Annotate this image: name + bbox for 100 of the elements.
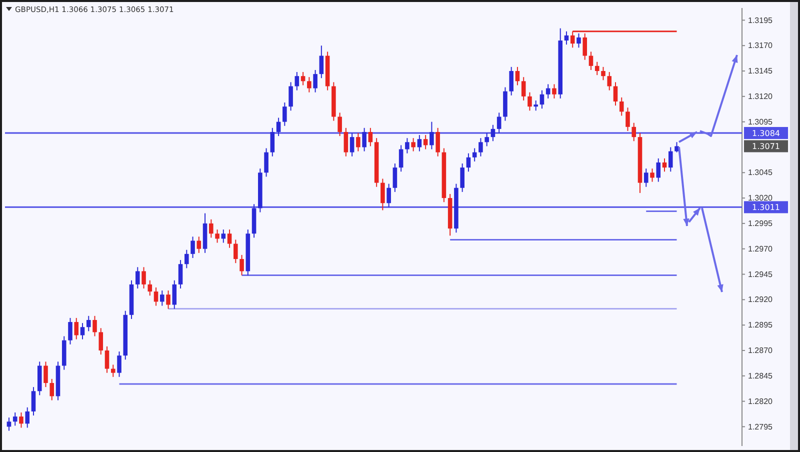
y-tick-label: 1.3170 bbox=[748, 41, 774, 50]
candlestick bbox=[478, 138, 483, 157]
candlestick bbox=[607, 72, 612, 91]
candlestick bbox=[288, 82, 293, 112]
candlestick bbox=[154, 286, 158, 306]
ref-line-label: 1.3084 bbox=[752, 128, 780, 138]
candlestick bbox=[178, 260, 183, 289]
candlestick bbox=[423, 134, 428, 150]
candlestick bbox=[86, 315, 91, 332]
candlestick bbox=[460, 162, 464, 192]
candlestick bbox=[392, 162, 398, 192]
candlestick bbox=[196, 236, 202, 254]
candlestick bbox=[656, 158, 661, 182]
candlestick bbox=[356, 132, 360, 152]
candlestick bbox=[362, 127, 366, 152]
y-tick-label: 1.2845 bbox=[748, 371, 774, 380]
candlestick bbox=[528, 92, 532, 112]
candlestick bbox=[110, 364, 116, 378]
candlestick bbox=[300, 72, 306, 86]
candlestick bbox=[221, 229, 226, 244]
candlestick bbox=[74, 317, 79, 340]
candlestick bbox=[386, 183, 391, 208]
candlestick bbox=[25, 406, 30, 428]
candlestick bbox=[276, 117, 281, 137]
candlestick bbox=[490, 124, 496, 142]
candlestick bbox=[405, 138, 410, 154]
candlestick bbox=[398, 144, 404, 172]
candlestick bbox=[166, 290, 170, 310]
candlestick bbox=[344, 127, 348, 157]
candlestick bbox=[98, 328, 104, 356]
candlestick bbox=[172, 280, 177, 310]
y-tick-label: 1.3145 bbox=[748, 66, 774, 76]
y-tick-label: 1.2820 bbox=[748, 396, 774, 406]
candlestick bbox=[588, 51, 594, 70]
candlestick bbox=[368, 127, 373, 147]
candlestick bbox=[546, 84, 550, 99]
candlestick bbox=[350, 132, 354, 157]
y-tick-label: 1.2870 bbox=[748, 346, 774, 356]
candlestick bbox=[31, 386, 36, 416]
candlestick bbox=[411, 138, 416, 152]
candlestick bbox=[515, 66, 520, 86]
candlestick bbox=[19, 412, 24, 428]
candlestick bbox=[484, 132, 489, 147]
y-tick-label: 1.2970 bbox=[748, 244, 774, 254]
candlestick bbox=[338, 112, 342, 137]
candlestick bbox=[184, 249, 189, 269]
candlestick bbox=[619, 96, 624, 116]
candlestick bbox=[613, 82, 618, 106]
candlestick bbox=[594, 61, 600, 76]
candlestick bbox=[160, 290, 164, 306]
candlestick bbox=[674, 142, 679, 153]
candlestick bbox=[294, 72, 300, 91]
candlestick bbox=[44, 361, 48, 388]
y-tick-label: 1.3020 bbox=[748, 194, 774, 203]
y-tick-label: 1.2895 bbox=[748, 320, 774, 330]
candlestick bbox=[436, 127, 440, 157]
candlestick bbox=[270, 127, 275, 157]
y-tick-label: 1.2920 bbox=[748, 295, 774, 304]
candlestick bbox=[466, 152, 471, 172]
candlestick bbox=[12, 412, 18, 426]
candlestick bbox=[190, 236, 195, 258]
candlestick bbox=[662, 158, 667, 172]
y-tick-label: 1.3195 bbox=[748, 16, 774, 25]
text: 1.3071 bbox=[752, 142, 780, 152]
candlestick bbox=[564, 30, 569, 46]
candlestick bbox=[534, 100, 538, 112]
y-tick-label: 1.2795 bbox=[748, 422, 774, 432]
candlestick bbox=[521, 76, 526, 101]
candlestick bbox=[68, 317, 72, 345]
candlestick bbox=[80, 322, 85, 340]
candlestick bbox=[104, 346, 110, 374]
candlestick bbox=[644, 168, 648, 188]
candlestick bbox=[209, 218, 214, 238]
candlestick bbox=[148, 280, 152, 296]
candlestick bbox=[668, 146, 673, 172]
y-tick-label: 1.3120 bbox=[748, 92, 774, 101]
candlestick bbox=[650, 168, 654, 182]
candlestick bbox=[430, 121, 434, 150]
candlestick bbox=[496, 112, 502, 134]
candlestick bbox=[417, 134, 422, 152]
candlestick bbox=[227, 229, 232, 248]
candlestick bbox=[313, 69, 318, 93]
candlestick bbox=[234, 239, 238, 264]
candlestick bbox=[601, 66, 606, 81]
candlestick bbox=[215, 229, 220, 244]
candlestick bbox=[319, 45, 324, 79]
y-tick-label: 1.2995 bbox=[748, 219, 774, 228]
candlestick bbox=[632, 122, 636, 142]
y-tick-label: 1.2945 bbox=[748, 270, 774, 279]
candlestick bbox=[142, 266, 146, 289]
candlestick bbox=[540, 90, 544, 110]
candlestick bbox=[307, 76, 312, 93]
candlestick bbox=[552, 84, 556, 99]
candlestick bbox=[264, 148, 268, 178]
candlestick bbox=[626, 107, 630, 132]
ref-line-label: 1.3011 bbox=[752, 202, 780, 212]
candlestick bbox=[576, 32, 581, 48]
y-tick-label: 1.3095 bbox=[748, 117, 774, 126]
candlestick bbox=[6, 417, 12, 432]
candlestick bbox=[50, 378, 54, 401]
